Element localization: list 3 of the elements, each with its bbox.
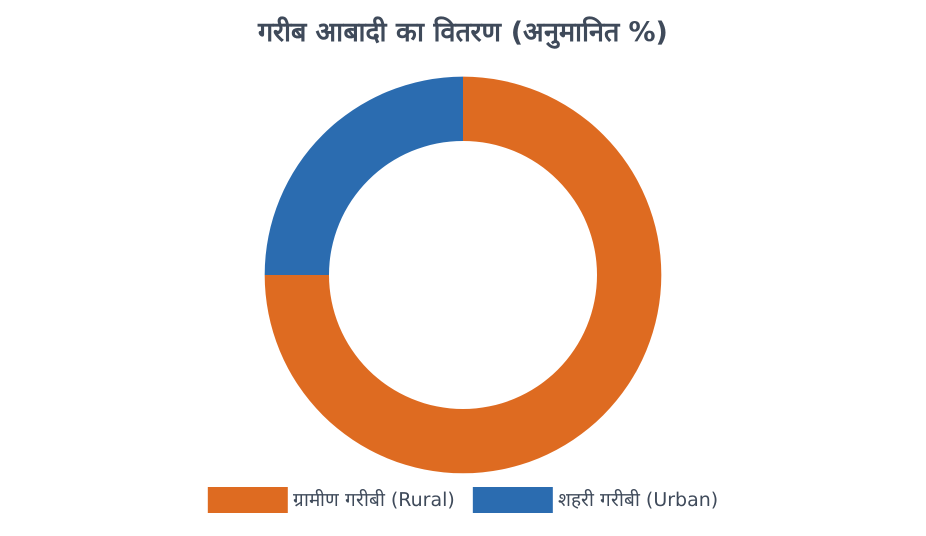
legend-label: ग्रामीण गरीबी (Rural): [292, 488, 455, 511]
chart-title: गरीब आबादी का वितरण (अनुमानित %): [257, 16, 668, 49]
legend-label: शहरी गरीबी (Urban): [558, 488, 718, 511]
